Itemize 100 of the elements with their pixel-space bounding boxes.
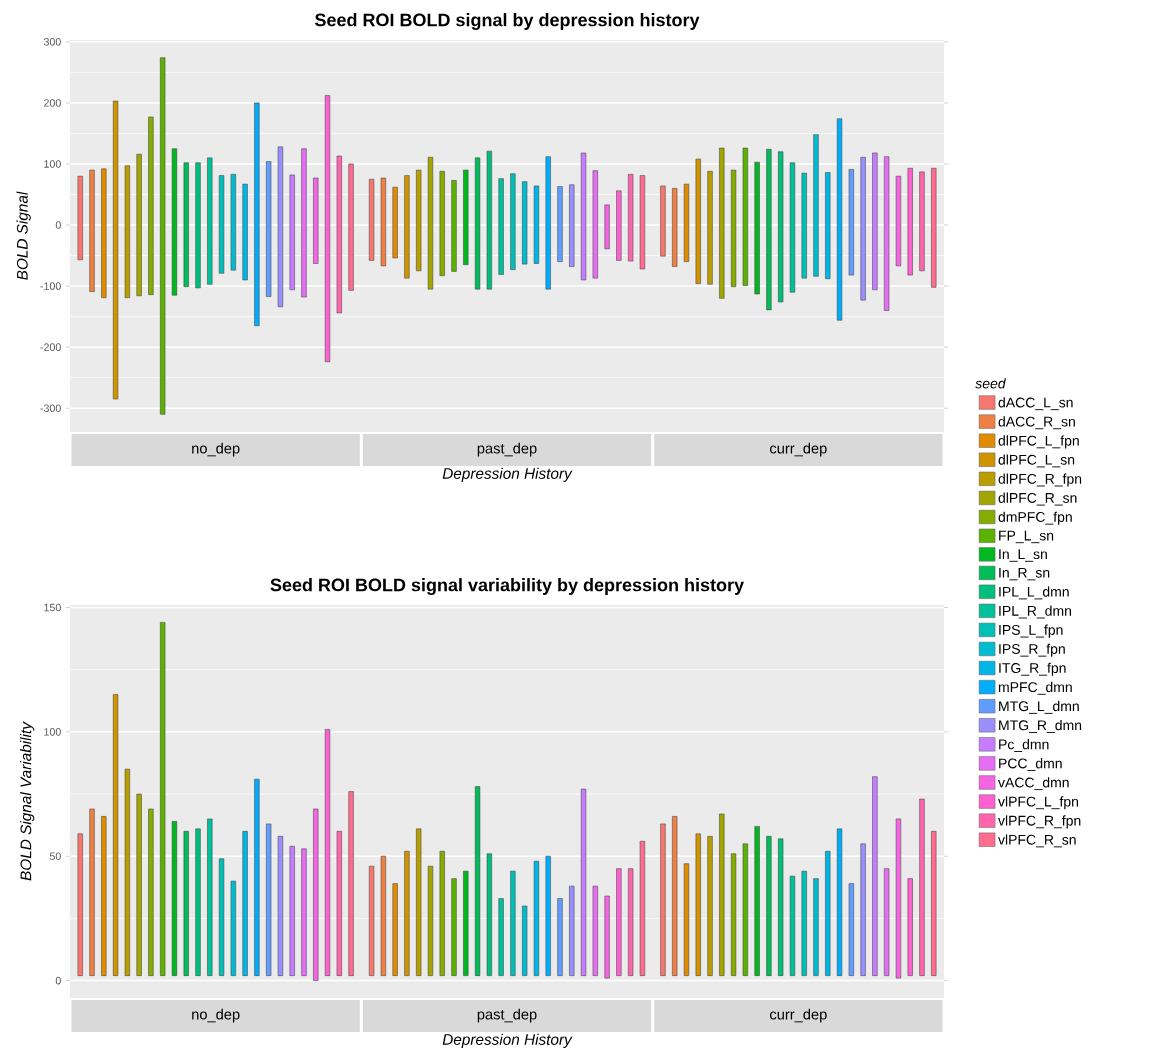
bar: [89, 169, 95, 292]
bar: [368, 178, 375, 261]
bar: [324, 729, 331, 976]
bar: [825, 172, 831, 280]
bar: [124, 768, 130, 976]
chart-title: Seed ROI BOLD signal variability by depression history: [270, 578, 744, 595]
bar: [195, 162, 201, 289]
legend-label: IPS_R_fpn: [999, 643, 1065, 657]
bar: [660, 823, 666, 976]
bar: [348, 791, 354, 976]
x-tick-label: past_dep: [477, 1008, 537, 1023]
bar: [719, 813, 725, 976]
bar: [207, 818, 213, 976]
bar: [707, 171, 713, 285]
bar: [580, 152, 587, 281]
bar: [289, 174, 295, 291]
bar: [89, 808, 95, 976]
bar: [628, 868, 634, 976]
bar: [639, 175, 646, 270]
bar: [101, 816, 107, 976]
legend-label: dlPFC_R_fpn: [998, 473, 1082, 487]
legend-label: FP_L_sn: [999, 530, 1054, 544]
legend-label: ITG_R_fpn: [999, 662, 1066, 676]
bar: [474, 786, 481, 976]
bar: [730, 853, 737, 976]
bar: [301, 848, 307, 976]
bar: [148, 116, 154, 295]
y-tick-label: -300: [40, 404, 61, 412]
bar: [616, 190, 622, 261]
chart-title: Seed ROI BOLD signal by depression history: [314, 13, 700, 30]
bar: [336, 155, 342, 314]
legend-label: mPFC_dmn: [998, 681, 1072, 695]
bar: [919, 171, 925, 272]
bar: [242, 831, 248, 976]
legend-label: MTG_L_dmn: [999, 700, 1079, 714]
bar: [171, 821, 178, 976]
x-tick-label: curr_dep: [770, 1008, 827, 1023]
bar: [277, 836, 284, 976]
x-axis-title: Depression History: [442, 467, 573, 482]
bar: [148, 808, 154, 976]
bar: [486, 853, 492, 976]
bar: [616, 868, 622, 976]
bar: [801, 870, 807, 976]
y-tick-label: 100: [44, 160, 61, 168]
bar: [404, 850, 410, 976]
bar: [427, 156, 434, 290]
bar: [766, 149, 772, 311]
bar: [112, 100, 119, 400]
bar: [207, 157, 213, 285]
bar: [778, 838, 784, 976]
bar: [907, 878, 913, 976]
bar: [628, 174, 634, 262]
bar: [660, 185, 666, 257]
bar: [160, 622, 166, 976]
bar: [301, 148, 307, 298]
bar: [368, 865, 375, 976]
bar: [813, 134, 819, 277]
bar: [136, 153, 142, 297]
bar: [348, 163, 354, 291]
legend-label: IPS_L_fpn: [999, 624, 1063, 638]
bar: [580, 788, 587, 976]
x-tick-label: no_dep: [192, 1008, 240, 1023]
legend-label: PCC_dmn: [999, 758, 1062, 772]
bar: [707, 836, 713, 976]
legend-label: Pc_dmn: [999, 739, 1049, 752]
bar: [266, 823, 272, 976]
bar: [789, 875, 796, 976]
bar: [380, 177, 386, 267]
bar: [324, 95, 331, 363]
bar: [742, 843, 748, 976]
bar: [778, 151, 784, 303]
bar: [683, 183, 690, 262]
bar: [522, 905, 528, 976]
y-tick-label: 50: [49, 852, 61, 861]
bar: [510, 173, 516, 270]
legend-label: vlPFC_L_fpn: [998, 796, 1079, 810]
y-tick-label: 200: [44, 99, 61, 107]
x-axis-title: Depression History: [442, 1033, 573, 1048]
y-axis-title: BOLD Signal Variability: [20, 721, 35, 881]
bar: [919, 798, 925, 976]
legend-label: vlPFC_R_fpn: [998, 815, 1081, 829]
x-tick-label: no_dep: [192, 442, 240, 457]
bar: [825, 850, 831, 976]
legend-label: vACC_dmn: [998, 777, 1069, 791]
bar: [639, 841, 646, 976]
bar: [604, 895, 610, 979]
bar: [801, 172, 807, 279]
bar: [754, 161, 760, 295]
x-tick-label: past_dep: [477, 442, 537, 457]
bar: [313, 177, 319, 264]
bar: [895, 818, 902, 979]
legend-label: dmPFC_fpn: [998, 511, 1072, 525]
legend-label: MTG_R_dmn: [999, 719, 1082, 733]
bar: [463, 169, 469, 265]
bar: [101, 168, 107, 298]
bar: [463, 870, 469, 976]
legend-label: In_L_sn: [999, 549, 1047, 562]
legend-label: IPL_R_dmn: [999, 605, 1072, 619]
bar: [160, 57, 166, 415]
bar: [766, 836, 772, 976]
